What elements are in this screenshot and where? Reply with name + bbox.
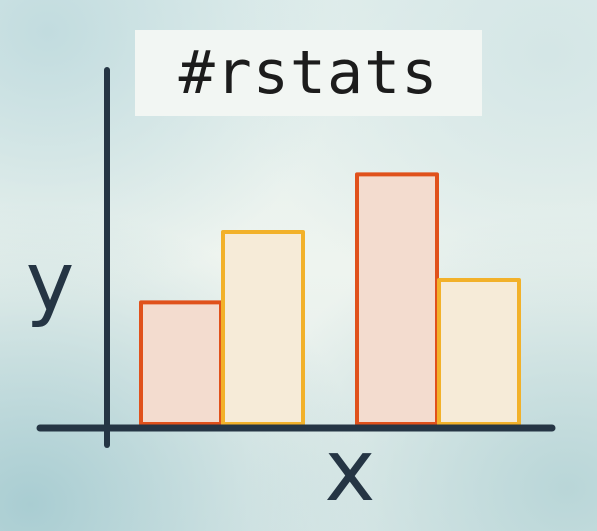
title-box: #rstats	[135, 30, 482, 116]
chart-title: #rstats	[178, 38, 439, 108]
x-axis-label: x	[325, 421, 376, 521]
bar-1	[139, 300, 223, 426]
bar-2	[221, 230, 305, 426]
bar-4	[437, 278, 521, 426]
bar-3	[355, 172, 439, 426]
bars-group	[139, 172, 521, 426]
y-axis-label: y	[26, 235, 75, 330]
